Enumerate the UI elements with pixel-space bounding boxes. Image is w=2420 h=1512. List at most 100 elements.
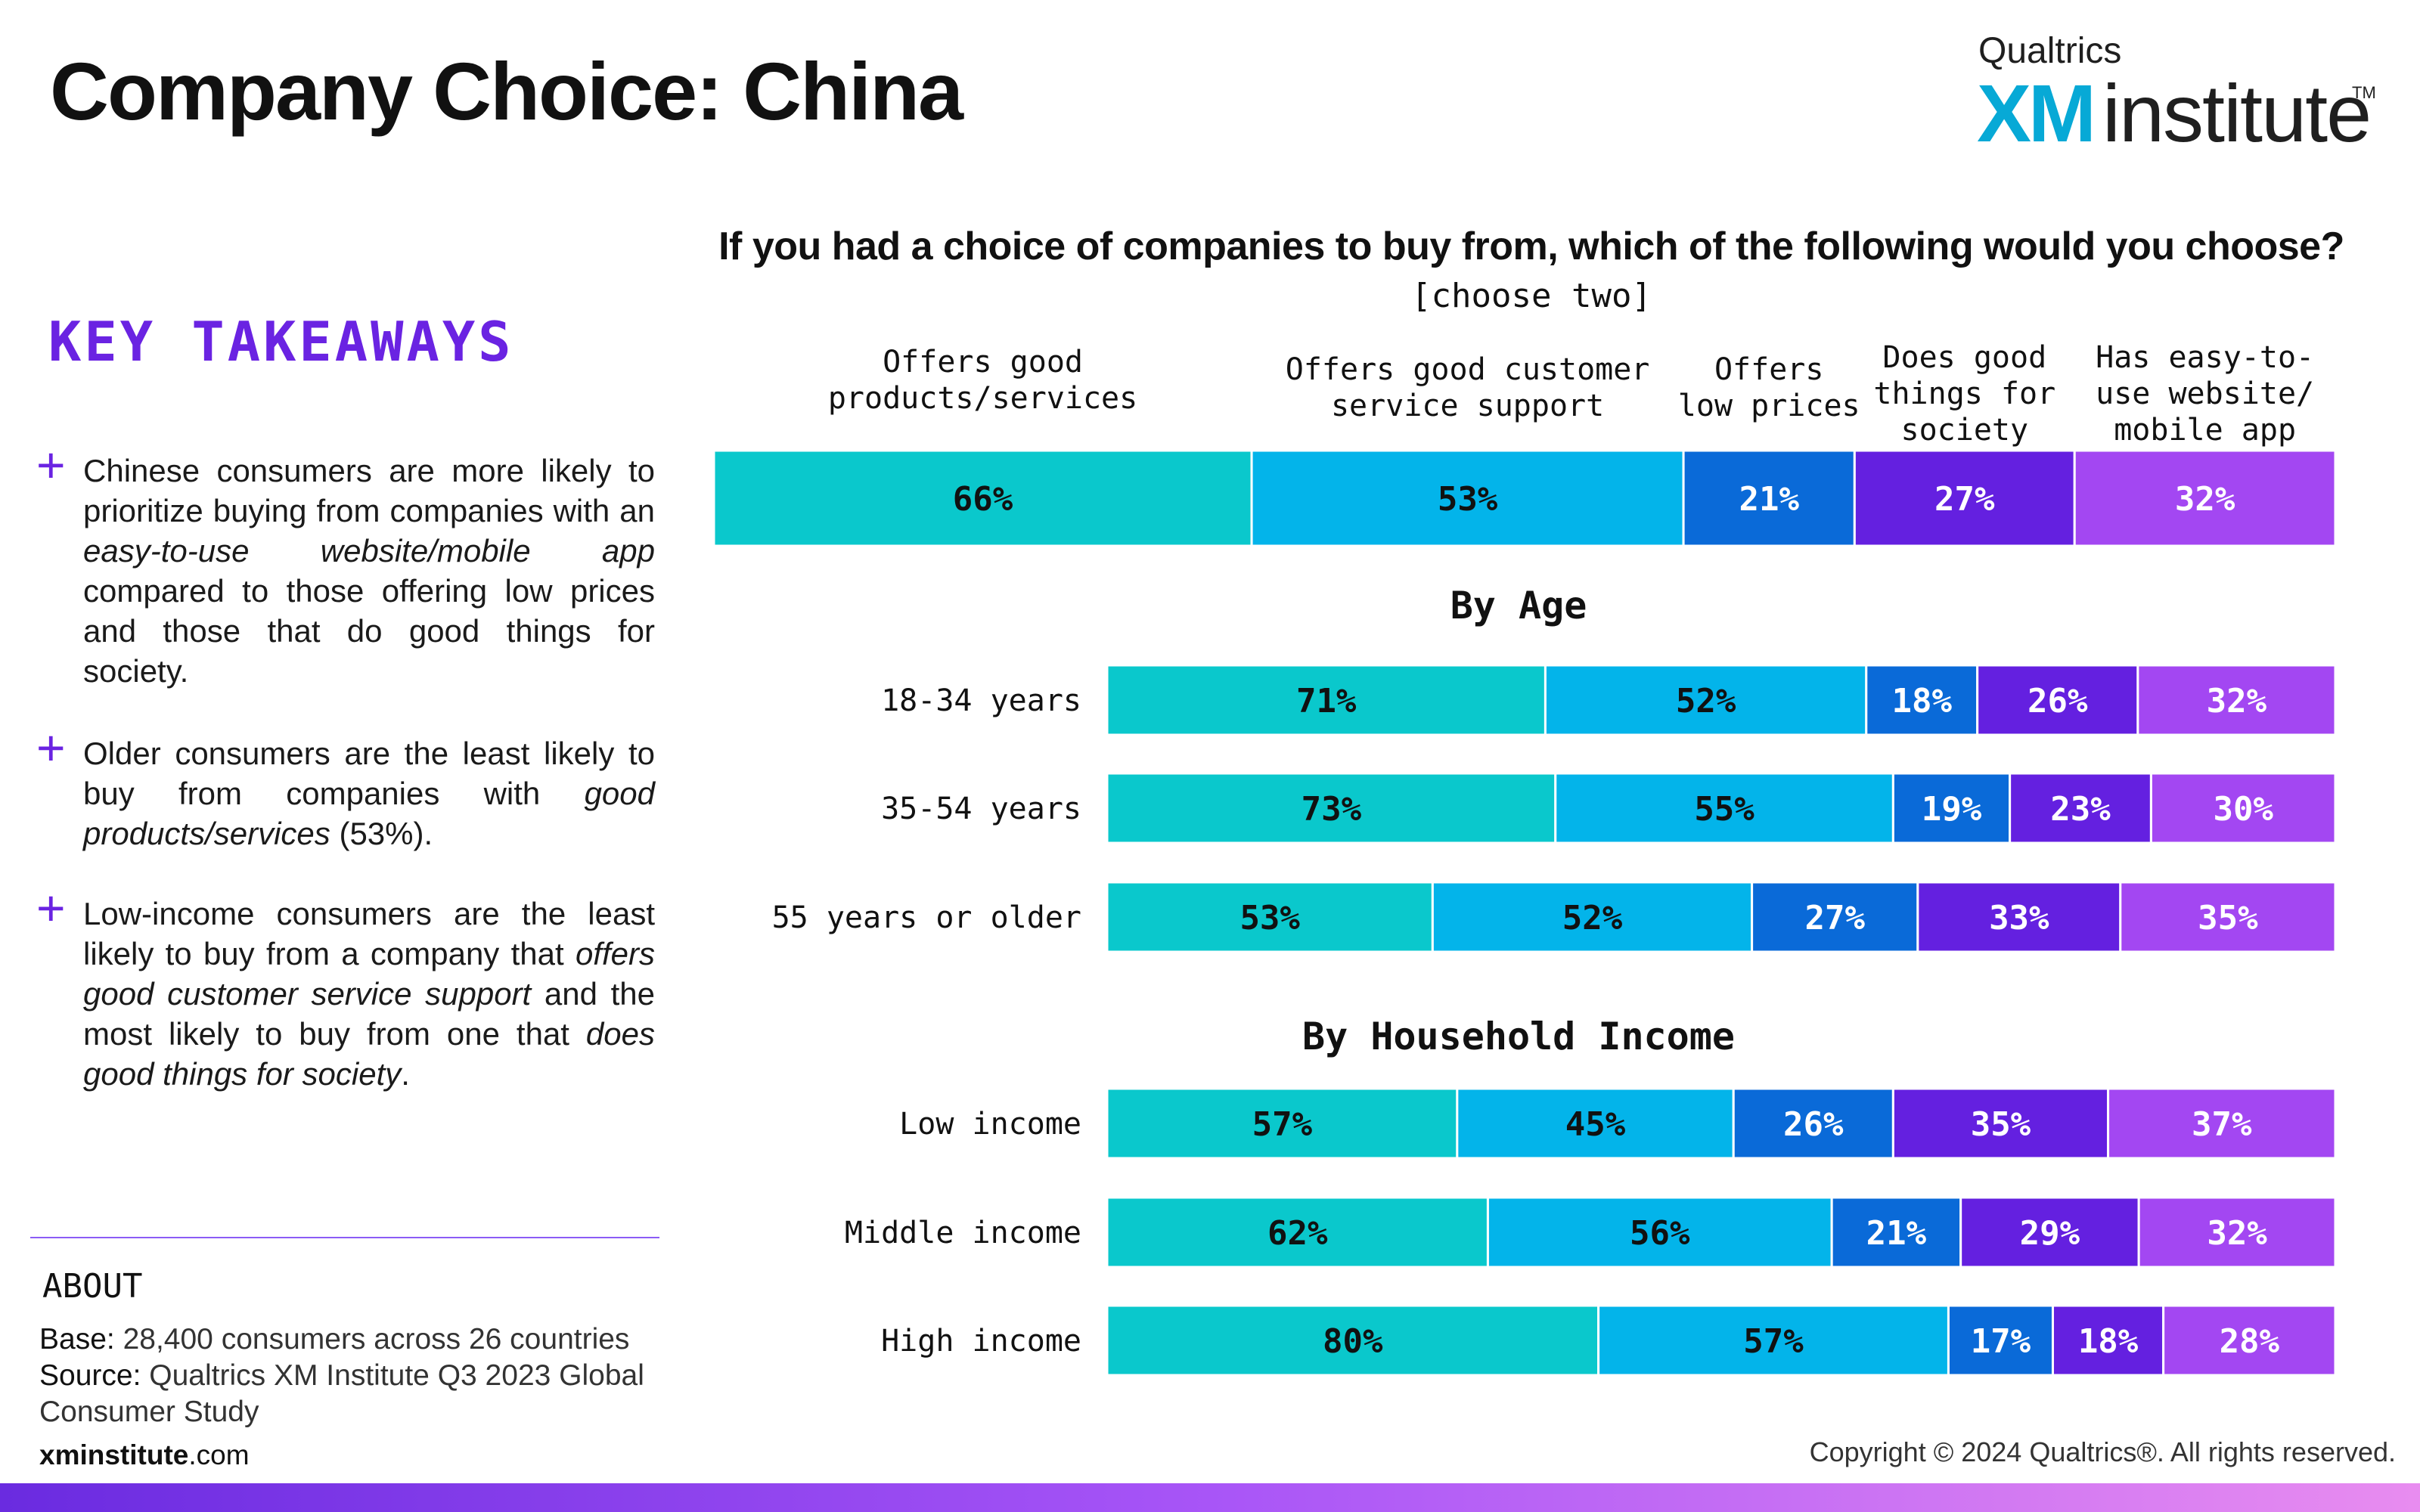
logo-brand-text: Qualtrics: [1978, 31, 2122, 71]
takeaway-text: Older consumers are the least likely to …: [83, 736, 655, 851]
category-header: society: [1901, 413, 2029, 448]
data-label: 57%: [1743, 1322, 1804, 1361]
takeaway-text: Low-income consumers are the least likel…: [83, 896, 655, 1092]
bar-segment: [1751, 881, 1919, 953]
bar-segment: [1959, 1196, 2140, 1269]
row-label: 35-54 years: [881, 792, 1081, 826]
data-label: 30%: [2213, 790, 2273, 829]
data-label: 53%: [1438, 480, 1498, 519]
data-label: 55%: [1694, 790, 1754, 829]
bar-segment: [1891, 1087, 2110, 1160]
bar-segment: [1891, 772, 2012, 844]
data-label: 57%: [1252, 1105, 1313, 1144]
data-label: 18%: [2078, 1322, 2139, 1361]
about-base: Base: 28,400 consumers across 26 countri…: [39, 1323, 629, 1356]
bar-segment: [2119, 881, 2337, 953]
plus-icon: +: [36, 880, 66, 936]
data-label: 53%: [1239, 899, 1300, 937]
logo-trademark: TM: [2352, 83, 2376, 102]
row-label: 55 years or older: [772, 900, 1081, 935]
site-bold: xminstitute: [39, 1439, 189, 1470]
category-header: things for: [1873, 376, 2055, 411]
data-label: 73%: [1302, 790, 1362, 829]
copyright-text: Copyright © 2024 Qualtrics®. All rights …: [1809, 1436, 2396, 1467]
plus-icon: +: [36, 720, 66, 776]
data-label: 33%: [1989, 899, 2049, 937]
data-label: 27%: [1934, 480, 1995, 519]
category-header: Has easy-to-: [2096, 340, 2314, 375]
data-label: 18%: [1891, 682, 1952, 720]
data-label: 19%: [1922, 790, 1982, 829]
bar-segment: [2137, 1196, 2337, 1269]
base-label: Base:: [39, 1323, 115, 1356]
page-title: Company Choice: China: [50, 45, 963, 137]
bar-segment: [2107, 1087, 2337, 1160]
plus-icon: +: [36, 437, 66, 493]
row-label: High income: [881, 1324, 1081, 1359]
chart-subtitle: [choose two]: [1411, 277, 1652, 315]
data-label: 80%: [1323, 1322, 1383, 1361]
about-source-continued: Consumer Study: [39, 1396, 259, 1428]
group-title: By Age: [1450, 584, 1587, 627]
about-source: Source: Qualtrics XM Institute Q3 2023 G…: [39, 1359, 644, 1393]
bar-segment: [1853, 449, 2076, 547]
bar-segment: [2051, 1304, 2165, 1377]
bar-segment: [1456, 1087, 1735, 1160]
group-title: By Household Income: [1302, 1015, 1735, 1058]
data-label: 35%: [1971, 1105, 2031, 1144]
data-label: 71%: [1296, 682, 1357, 720]
data-label: 26%: [1783, 1105, 1844, 1144]
data-label: 45%: [1565, 1105, 1626, 1144]
category-header: products/services: [828, 381, 1137, 416]
data-label: 37%: [2192, 1105, 2252, 1144]
data-label: 29%: [2020, 1214, 2080, 1253]
bar-segment: [1106, 1196, 1489, 1269]
data-label: 32%: [2175, 480, 2235, 519]
category-header: service support: [1331, 389, 1604, 423]
bar-segment: [2149, 772, 2337, 844]
category-header: Offers good: [883, 345, 1083, 380]
bar-segment: [1830, 1196, 1962, 1269]
bar-segment: [712, 449, 1253, 547]
bar-segment: [1976, 664, 2139, 736]
row-label: 18-34 years: [881, 683, 1081, 718]
bar-segment: [1106, 664, 1547, 736]
data-label: 52%: [1676, 682, 1736, 720]
data-label: 27%: [1804, 899, 1865, 937]
logo-institute-text: institute: [2102, 67, 2372, 159]
category-header: Offers good customer: [1286, 352, 1650, 387]
data-label: 35%: [2198, 899, 2258, 937]
qualtrics-xm-institute-logo: Qualtrics XM institute TM: [1975, 30, 2384, 154]
bar-segment: [2073, 449, 2337, 547]
category-header: Offers: [1714, 352, 1824, 387]
data-label: 23%: [2050, 790, 2111, 829]
category-header: use website/: [2096, 376, 2314, 411]
logo-xm-text: XM: [1977, 67, 2096, 159]
bar-segment: [1250, 449, 1685, 547]
bar-segment: [1682, 449, 1856, 547]
data-label: 66%: [953, 480, 1013, 519]
bottom-gradient-band: [0, 1483, 2420, 1512]
category-header: Does good: [1882, 340, 2046, 375]
bar-segment: [1732, 1087, 1894, 1160]
data-label: 32%: [2207, 682, 2267, 720]
source-label: Source:: [39, 1359, 141, 1392]
bar-segment: [1486, 1196, 1833, 1269]
bar-segment: [1597, 1304, 1950, 1377]
data-label: 26%: [2028, 682, 2088, 720]
bar-segment: [1916, 881, 2122, 953]
category-header: mobile app: [2114, 413, 2296, 448]
bar-segment: [1865, 664, 1979, 736]
data-label: 21%: [1739, 480, 1799, 519]
takeaway-text: Chinese consumers are more likely to pri…: [83, 453, 655, 689]
bar-segment: [2162, 1304, 2337, 1377]
row-label: Middle income: [845, 1216, 1081, 1250]
data-label: 28%: [2220, 1322, 2280, 1361]
source-text: Qualtrics XM Institute Q3 2023 Global: [149, 1359, 644, 1392]
key-takeaways-heading: KEY TAKEAWAYS: [48, 310, 514, 373]
data-label: 32%: [2207, 1214, 2267, 1253]
bar-segment: [1106, 881, 1434, 953]
site-link[interactable]: xminstitute.com: [39, 1439, 250, 1471]
site-domain: .com: [188, 1439, 250, 1470]
